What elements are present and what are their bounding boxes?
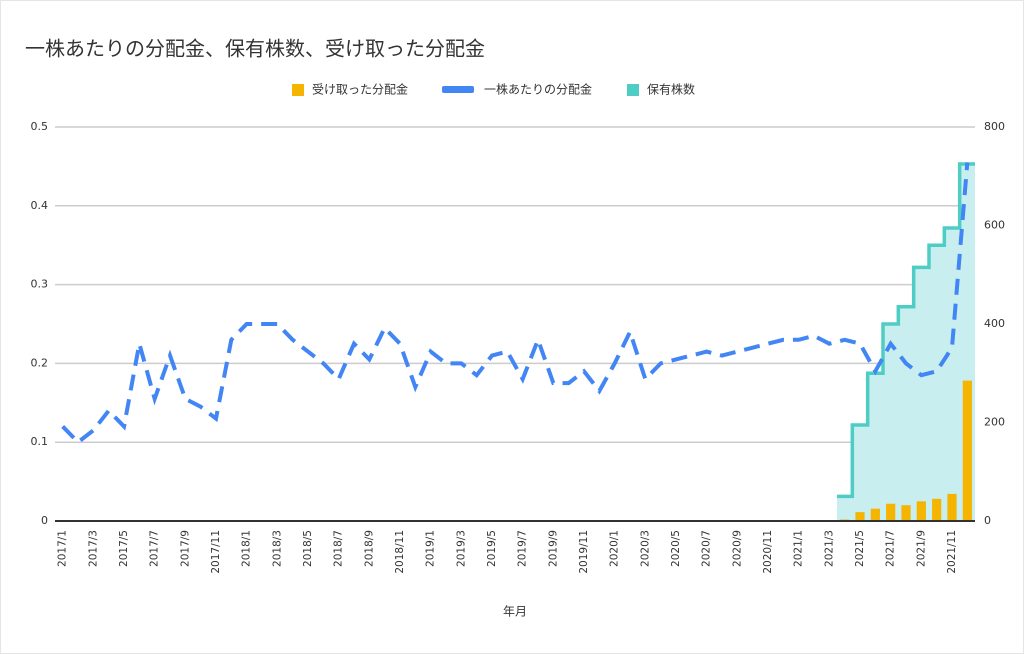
legend-swatch bbox=[627, 84, 639, 96]
legend-swatch bbox=[292, 84, 304, 96]
x-tick-label: 2018/11 bbox=[394, 530, 406, 574]
x-tick-label: 2020/7 bbox=[701, 530, 713, 567]
x-tick-label: 2020/5 bbox=[670, 530, 682, 567]
x-tick-label: 2019/7 bbox=[517, 530, 529, 567]
x-tick-label: 2020/9 bbox=[731, 530, 743, 567]
line bbox=[61, 162, 970, 445]
x-tick-label: 2019/9 bbox=[547, 530, 559, 567]
bar bbox=[886, 503, 896, 521]
x-tick-label: 2017/9 bbox=[179, 530, 191, 567]
bar bbox=[962, 380, 972, 521]
x-tick-label: 2021/7 bbox=[885, 530, 897, 567]
x-tick-label: 2019/11 bbox=[578, 530, 590, 574]
bar bbox=[916, 501, 926, 521]
x-tick-label: 2020/1 bbox=[609, 530, 621, 567]
x-axis-label: 年月 bbox=[503, 605, 527, 619]
x-tick-label: 2019/5 bbox=[486, 530, 498, 567]
y2-tick-label: 200 bbox=[984, 416, 1005, 429]
y2-tick-label: 800 bbox=[984, 120, 1005, 133]
x-tick-label: 2019/3 bbox=[455, 530, 467, 567]
x-tick-label: 2018/9 bbox=[363, 530, 375, 567]
legend-label: 保有株数 bbox=[647, 82, 695, 97]
bar bbox=[947, 493, 957, 521]
y-tick-label: 0.4 bbox=[31, 199, 49, 212]
bar bbox=[901, 505, 911, 521]
x-tick-label: 2017/11 bbox=[210, 530, 222, 574]
x-tick-label: 2021/5 bbox=[854, 530, 866, 567]
legend-label: 一株あたりの分配金 bbox=[484, 82, 592, 97]
bar bbox=[870, 508, 880, 521]
x-tick-label: 2018/5 bbox=[302, 530, 314, 567]
area-fill bbox=[837, 163, 975, 521]
x-tick-label: 2021/11 bbox=[946, 530, 958, 574]
y2-tick-label: 0 bbox=[984, 514, 991, 527]
y2-tick-label: 400 bbox=[984, 317, 1005, 330]
step-line bbox=[837, 162, 975, 499]
y-tick-label: 0 bbox=[41, 514, 48, 527]
x-tick-label: 2021/1 bbox=[793, 530, 805, 567]
x-tick-label: 2018/3 bbox=[271, 530, 283, 567]
y-tick-label: 0.1 bbox=[31, 435, 49, 448]
y-tick-label: 0.2 bbox=[31, 356, 49, 369]
bar bbox=[855, 512, 865, 521]
x-tick-label: 2017/5 bbox=[118, 530, 130, 567]
x-tick-label: 2021/3 bbox=[823, 530, 835, 567]
y-tick-label: 0.3 bbox=[31, 278, 49, 291]
x-tick-label: 2017/3 bbox=[87, 530, 99, 567]
x-tick-label: 2019/1 bbox=[425, 530, 437, 567]
bar bbox=[932, 498, 942, 521]
x-tick-label: 2021/9 bbox=[915, 530, 927, 567]
x-tick-label: 2020/3 bbox=[639, 530, 651, 567]
y2-tick-label: 600 bbox=[984, 219, 1005, 232]
x-tick-label: 2017/1 bbox=[57, 530, 69, 567]
chart-title: 一株あたりの分配金、保有株数、受け取った分配金 bbox=[25, 37, 485, 61]
x-tick-label: 2018/7 bbox=[333, 530, 345, 567]
legend-label: 受け取った分配金 bbox=[312, 82, 408, 97]
x-tick-label: 2017/7 bbox=[149, 530, 161, 567]
x-tick-label: 2018/1 bbox=[241, 530, 253, 567]
y-tick-label: 0.5 bbox=[31, 120, 49, 133]
x-tick-label: 2020/11 bbox=[762, 530, 774, 574]
legend-swatch bbox=[442, 86, 474, 93]
